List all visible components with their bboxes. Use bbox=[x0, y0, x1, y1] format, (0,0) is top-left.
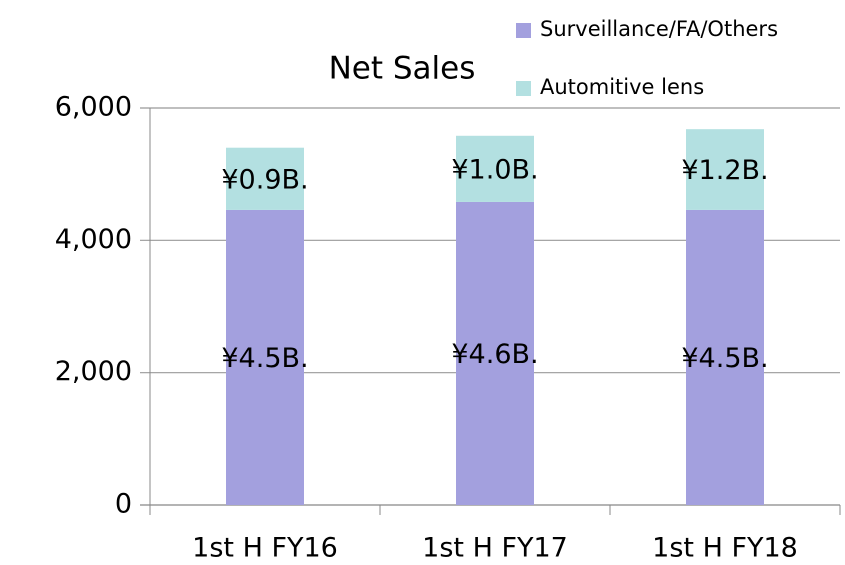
value-label: ¥1.0B. bbox=[451, 154, 538, 185]
bar-segment bbox=[226, 147, 304, 210]
bar-segment bbox=[456, 135, 534, 202]
y-tick-label: 0 bbox=[115, 489, 132, 520]
bar-segment bbox=[226, 209, 304, 505]
y-tick-label: 6,000 bbox=[55, 92, 132, 123]
value-label: ¥0.9B. bbox=[221, 164, 308, 195]
value-label: ¥4.5B. bbox=[221, 343, 308, 374]
value-label: ¥4.6B. bbox=[451, 339, 538, 370]
x-tick-label: 1st H FY18 bbox=[652, 533, 798, 564]
legend-swatch bbox=[516, 23, 531, 38]
value-label: ¥1.2B. bbox=[681, 155, 768, 186]
x-tick-label: 1st H FY17 bbox=[422, 533, 568, 564]
y-tick-label: 4,000 bbox=[55, 224, 132, 255]
chart-title: Net Sales bbox=[329, 51, 476, 87]
legend-swatch bbox=[516, 81, 531, 96]
x-tick-label: 1st H FY16 bbox=[192, 533, 338, 564]
value-label: ¥4.5B. bbox=[681, 343, 768, 374]
bar-segment bbox=[686, 209, 764, 505]
legend-label: Surveillance/FA/Others bbox=[540, 17, 778, 41]
bar-segment bbox=[686, 129, 764, 210]
bar-segment bbox=[456, 201, 534, 505]
y-tick-label: 2,000 bbox=[55, 356, 132, 387]
legend-label: Automitive lens bbox=[540, 75, 704, 99]
